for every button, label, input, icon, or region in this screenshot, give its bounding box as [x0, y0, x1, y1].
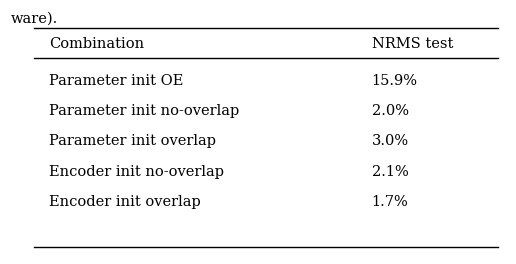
Text: 3.0%: 3.0% [372, 134, 409, 148]
Text: NRMS test: NRMS test [372, 36, 453, 51]
Text: Parameter init OE: Parameter init OE [49, 73, 183, 88]
Text: Parameter init no-overlap: Parameter init no-overlap [49, 104, 239, 118]
Text: ware).: ware). [10, 12, 58, 26]
Text: 2.0%: 2.0% [372, 104, 409, 118]
Text: Combination: Combination [49, 36, 144, 51]
Text: 1.7%: 1.7% [372, 195, 408, 209]
Text: 15.9%: 15.9% [372, 73, 417, 88]
Text: Encoder init no-overlap: Encoder init no-overlap [49, 164, 224, 179]
Text: 2.1%: 2.1% [372, 164, 408, 179]
Text: Encoder init overlap: Encoder init overlap [49, 195, 201, 209]
Text: Parameter init overlap: Parameter init overlap [49, 134, 216, 148]
